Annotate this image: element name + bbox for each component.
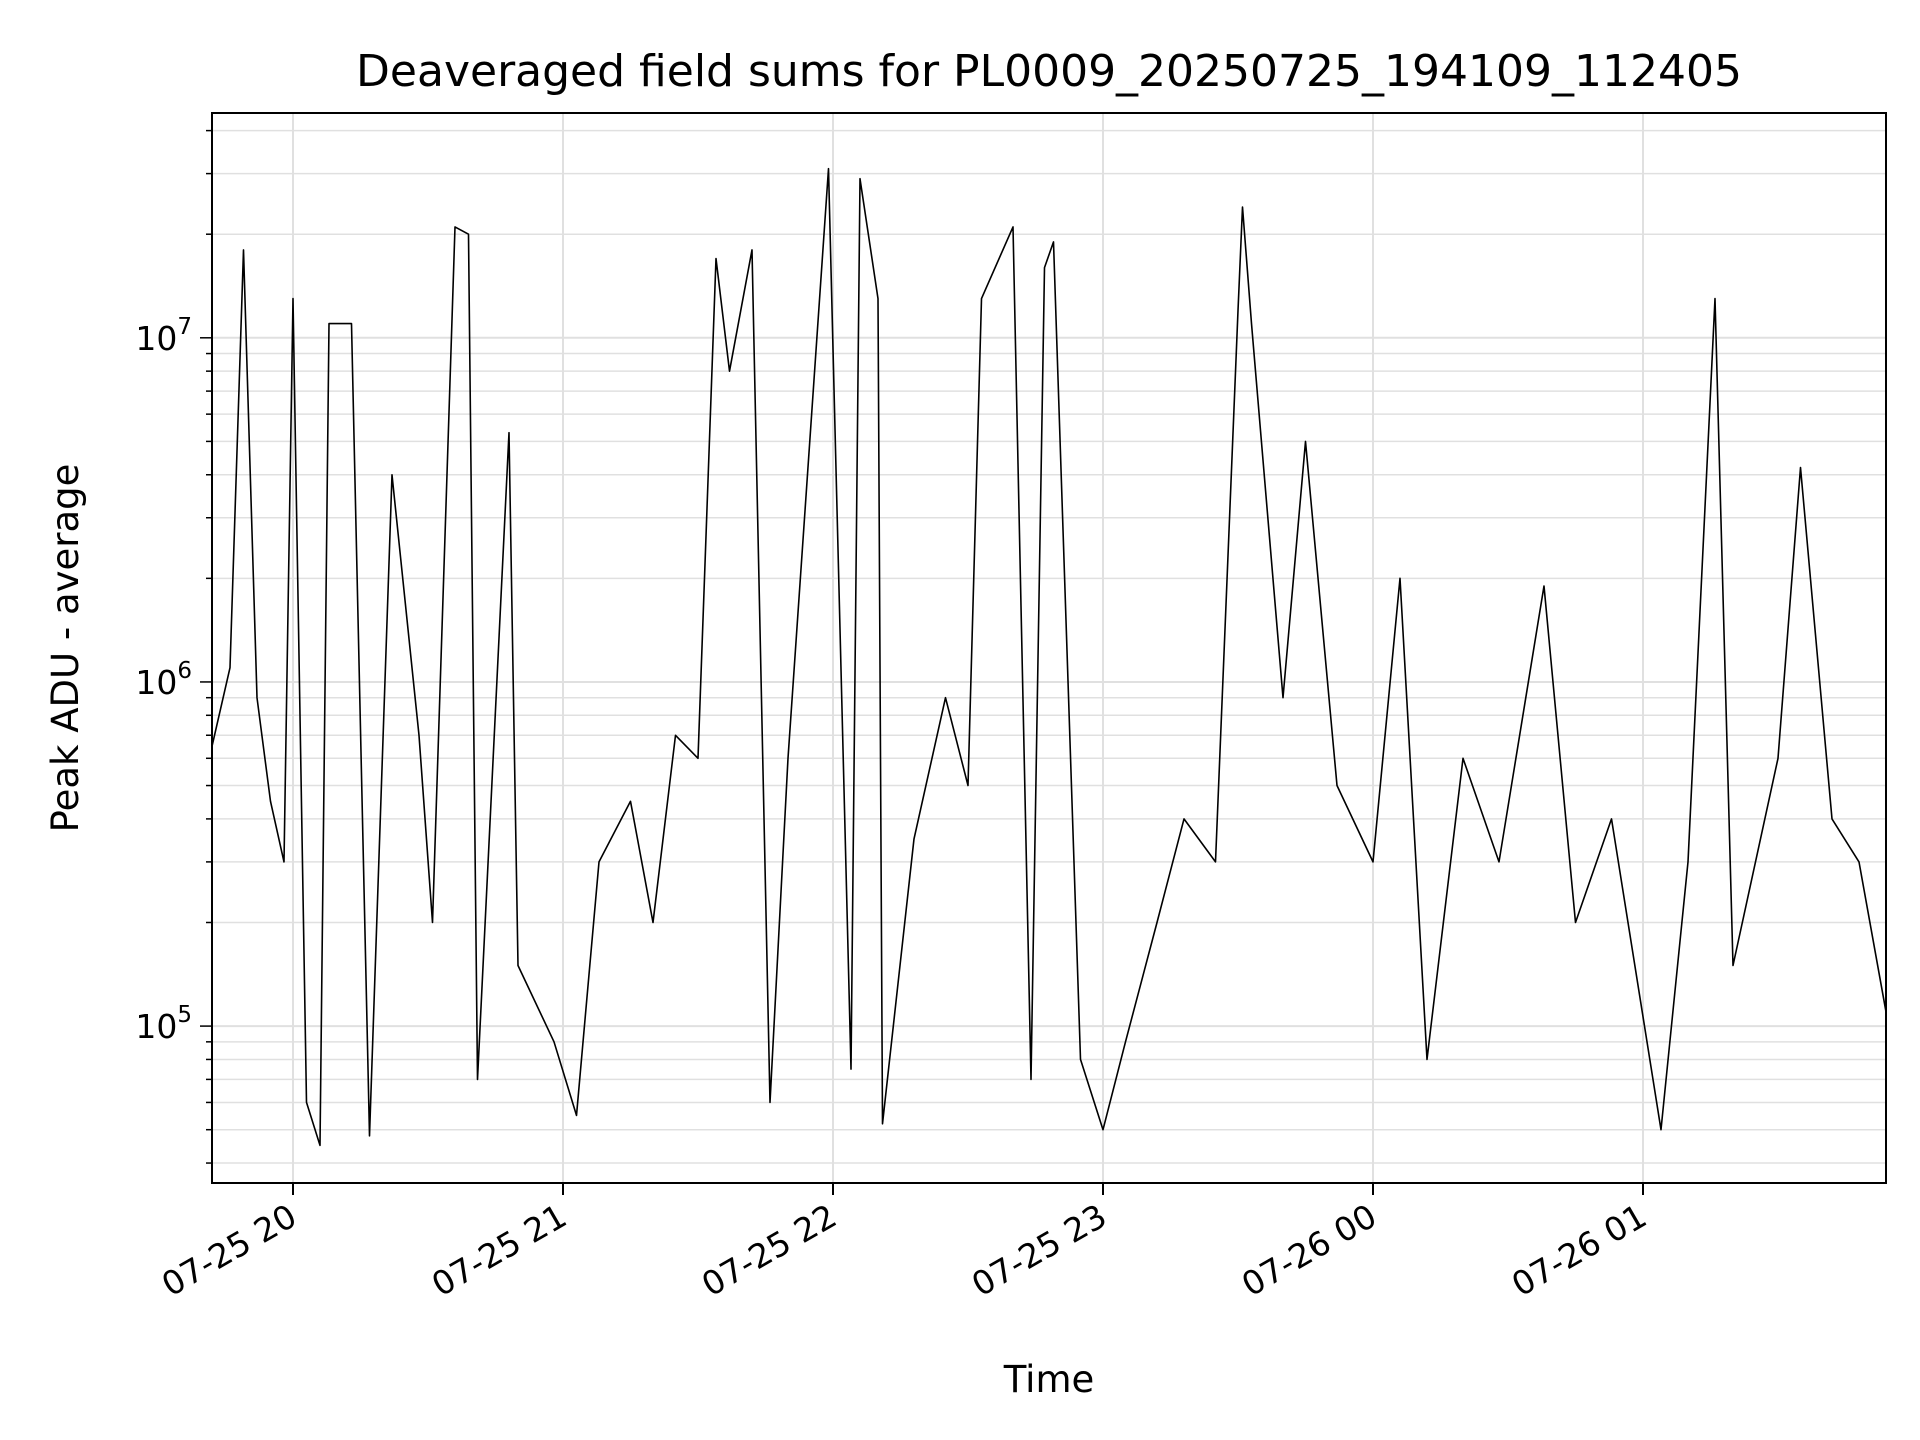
x-tick-label: 07-26 01 (1505, 1196, 1653, 1304)
x-tick-label: 07-25 21 (425, 1196, 573, 1304)
ticks-group: 07-25 20 07-25 21 07-25 22 07-25 23 07-26 00… (135, 129, 1653, 1304)
x-axis-label: Time (1003, 1358, 1095, 1401)
series-line-0 (211, 167, 1887, 1147)
y-axis-label: Peak ADU - average (44, 464, 87, 833)
x-tick-label: 07-26 00 (1235, 1196, 1383, 1304)
chart-title: Deaveraged field sums for PL0009_2025072… (356, 46, 1742, 97)
y-tick-label: 106 (135, 658, 192, 702)
y-tick-label: 105 (135, 1002, 192, 1046)
x-tick-label: 07-25 22 (695, 1196, 843, 1304)
plot-frame (211, 112, 1887, 1184)
x-tick-label: 07-25 23 (965, 1196, 1113, 1304)
x-tick-label: 07-25 20 (155, 1196, 303, 1304)
grid (212, 113, 1886, 1183)
y-tick-label: 107 (135, 314, 192, 358)
series-group (211, 167, 1887, 1147)
